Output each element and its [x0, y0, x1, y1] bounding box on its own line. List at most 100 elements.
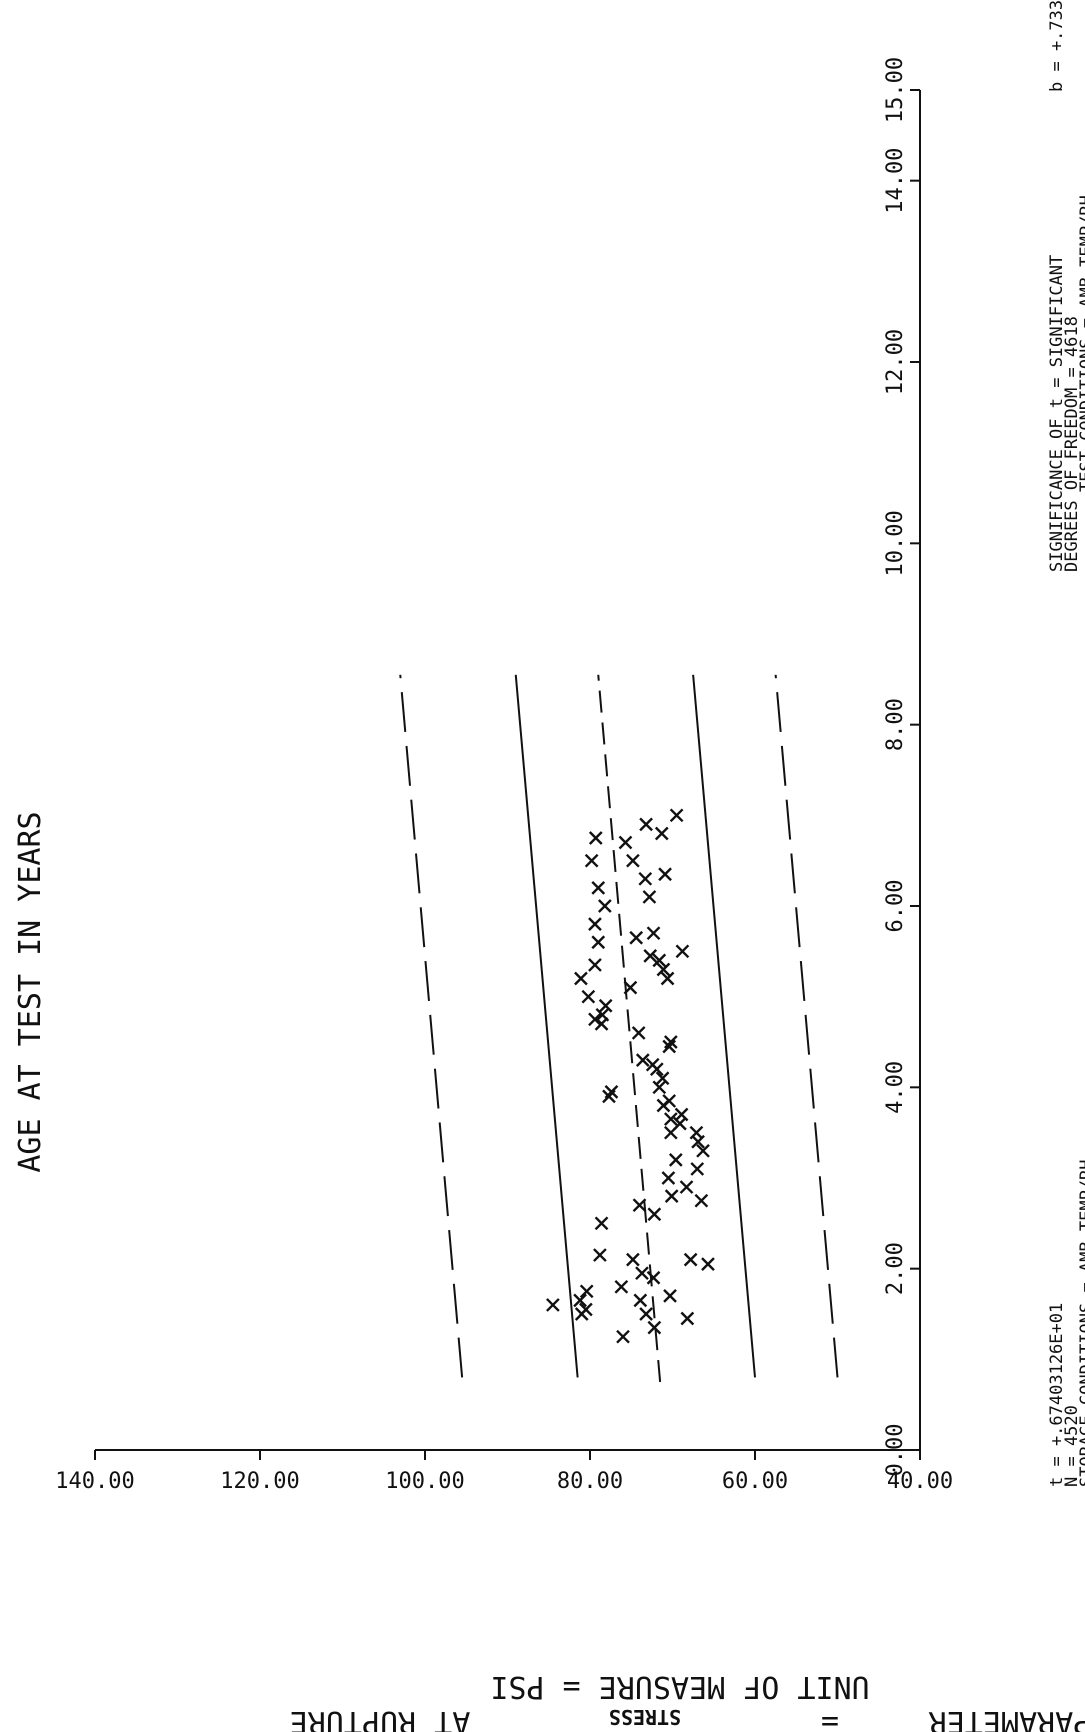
- y-tick-label: 100.00: [385, 1469, 464, 1494]
- y-label-parameter: PARAMETER: [928, 1704, 1085, 1732]
- x-tick-label: 12.00: [883, 329, 908, 395]
- y-tick-label: 60.00: [722, 1469, 788, 1494]
- y-tick-label: 80.00: [557, 1469, 623, 1494]
- data-point: [616, 1329, 630, 1344]
- data-point: [633, 1293, 648, 1308]
- data-point: [647, 1320, 662, 1335]
- data-point: [658, 867, 672, 882]
- y-label-equals: =: [821, 1704, 839, 1732]
- data-point: [664, 1112, 678, 1126]
- unit-of-measure-label: UNIT OF MEASURE = PSI: [490, 1669, 869, 1704]
- y-label-rupture: AT RUPTURE: [290, 1704, 471, 1732]
- data-point: [655, 1071, 670, 1086]
- data-point: [579, 1302, 593, 1317]
- axes: [95, 90, 921, 1451]
- data-point: [690, 1162, 705, 1176]
- data-point: [652, 953, 667, 968]
- data-point: [626, 853, 640, 868]
- y-tick-label: 140.00: [55, 1469, 134, 1494]
- y-tick-label: 120.00: [220, 1469, 299, 1494]
- data-point: [642, 890, 657, 904]
- data-point: [591, 881, 606, 895]
- data-point: [579, 1284, 594, 1299]
- header-significance: SIGNIFICANCE OF t = SIGNIFICANT: [1047, 255, 1067, 572]
- x-tick-label: 0.00: [883, 1424, 908, 1477]
- data-point: [654, 826, 669, 841]
- tick-labels: 0.00 2.00 4.00 6.00 8.00 10.00 12.00 14.00 15.00…: [55, 57, 953, 1494]
- data-point: [588, 917, 602, 931]
- data-point: [618, 835, 633, 850]
- x-tick-label: 15.00: [883, 57, 908, 123]
- header-storage: STORAGE CONDITIONS = AMB TEMP/RH: [1077, 1159, 1085, 1487]
- header-t-stat: t = +.67403126E+01: [1047, 1303, 1067, 1487]
- data-point: [669, 808, 684, 823]
- data-point: [573, 1293, 587, 1308]
- data-point: [694, 1193, 709, 1208]
- data-point: [584, 853, 599, 868]
- data-point: [593, 1248, 607, 1262]
- x-tick-label: 10.00: [883, 510, 908, 576]
- data-point: [660, 971, 675, 986]
- data-point: [689, 1125, 704, 1140]
- data-point: [588, 831, 603, 845]
- data-point: [629, 930, 644, 945]
- data-point: [574, 971, 588, 986]
- data-point: [588, 958, 602, 972]
- x-axis-label: AGE AT TEST IN YEARS: [13, 811, 48, 1172]
- data-point: [646, 1270, 661, 1285]
- data-point: [679, 1180, 694, 1194]
- data-point: [635, 1266, 649, 1281]
- data-point: [581, 989, 596, 1004]
- data-point: [546, 1298, 560, 1312]
- data-point: [643, 949, 658, 963]
- data-point: [696, 1143, 710, 1158]
- fit-line-solid: [514, 674, 579, 1378]
- header-test: TEST CONDITIONS = AMB TEMP/RH: [1077, 195, 1085, 492]
- data-point: [662, 1094, 677, 1108]
- fit-line-solid: [692, 674, 756, 1378]
- x-tick-label: 2.00: [883, 1242, 908, 1295]
- data-point: [632, 1198, 647, 1213]
- data-point: [635, 1053, 650, 1067]
- y-tick-label: 40.00: [887, 1469, 953, 1494]
- data-point: [631, 1026, 646, 1040]
- x-tick-label: 14.00: [883, 148, 908, 214]
- fit-line-dashed: [597, 674, 662, 1383]
- data-point: [646, 926, 661, 941]
- data-point: [588, 1012, 602, 1027]
- header-b-value: b = +.7333528E+01: [1047, 0, 1067, 92]
- data-point: [598, 899, 612, 913]
- data-point: [623, 980, 638, 995]
- data-point: [656, 962, 671, 977]
- data-point: [664, 1189, 679, 1203]
- data-point: [591, 935, 606, 950]
- fit-lines: [399, 674, 839, 1383]
- data-point: [638, 871, 653, 886]
- fit-line-dash-long: [399, 674, 464, 1378]
- data-point: [663, 1289, 677, 1303]
- data-point: [595, 1007, 610, 1022]
- data-point: [604, 1085, 619, 1099]
- data-point: [639, 1307, 653, 1321]
- data-point: [668, 1153, 683, 1167]
- data-point: [683, 1252, 698, 1267]
- data-point: [674, 1107, 689, 1122]
- x-tick-label: 6.00: [883, 880, 908, 933]
- header-dof: DEGREES OF FREEDOM = 4618: [1062, 316, 1082, 572]
- data-point: [647, 1207, 662, 1222]
- data-point: [661, 1171, 676, 1185]
- x-tick-label: 8.00: [883, 698, 908, 751]
- data-point: [675, 944, 690, 959]
- data-point: [614, 1279, 629, 1294]
- data-points: [546, 808, 715, 1344]
- data-point: [598, 998, 613, 1013]
- fit-line-dash-long: [774, 674, 839, 1378]
- data-point: [701, 1257, 715, 1271]
- header-n-count: N = 4520: [1062, 1405, 1082, 1487]
- data-point: [626, 1252, 640, 1267]
- data-point: [664, 1035, 678, 1049]
- x-tick-label: 4.00: [883, 1061, 908, 1114]
- data-point: [662, 1039, 677, 1054]
- data-point: [645, 1057, 660, 1072]
